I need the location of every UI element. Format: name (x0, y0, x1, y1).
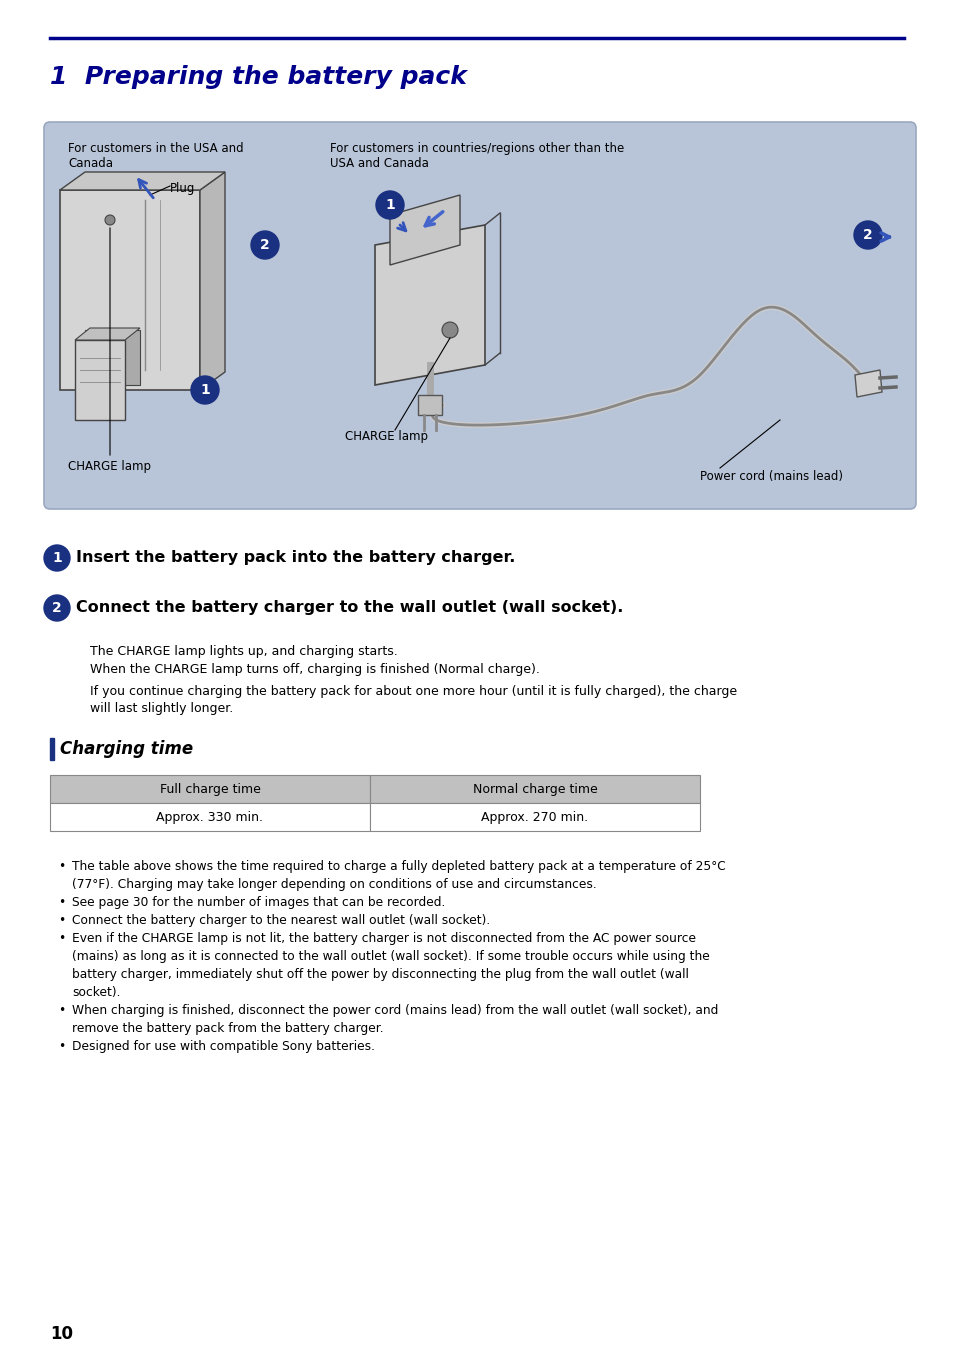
Text: Normal charge time: Normal charge time (472, 783, 597, 795)
Text: The CHARGE lamp lights up, and charging starts.: The CHARGE lamp lights up, and charging … (90, 645, 397, 658)
Bar (50, 803, 370, 830)
Text: •: • (58, 860, 65, 873)
Text: •: • (58, 1039, 65, 1053)
Circle shape (251, 231, 278, 259)
Text: (mains) as long as it is connected to the wall outlet (wall socket). If some tro: (mains) as long as it is connected to th… (71, 950, 709, 963)
Text: The table above shows the time required to charge a fully depleted battery pack : The table above shows the time required … (71, 860, 725, 873)
Text: Plug: Plug (170, 182, 195, 195)
Text: For customers in the USA and
Canada: For customers in the USA and Canada (68, 142, 243, 170)
Polygon shape (60, 190, 200, 389)
Circle shape (105, 214, 115, 225)
Text: •: • (58, 1004, 65, 1016)
Polygon shape (854, 370, 882, 398)
Text: 2: 2 (52, 601, 62, 615)
Text: Approx. 330 min.: Approx. 330 min. (156, 810, 263, 824)
Bar (50, 775, 370, 803)
Text: Designed for use with compatible Sony batteries.: Designed for use with compatible Sony ba… (71, 1039, 375, 1053)
Text: See page 30 for the number of images that can be recorded.: See page 30 for the number of images tha… (71, 896, 445, 909)
Text: (77°F). Charging may take longer depending on conditions of use and circumstance: (77°F). Charging may take longer dependi… (71, 878, 597, 892)
Text: 1  Preparing the battery pack: 1 Preparing the battery pack (50, 65, 466, 90)
Text: battery charger, immediately shut off the power by disconnecting the plug from t: battery charger, immediately shut off th… (71, 968, 688, 981)
Text: CHARGE lamp: CHARGE lamp (345, 430, 428, 442)
Text: •: • (58, 896, 65, 909)
Bar (370, 803, 700, 830)
Polygon shape (60, 172, 225, 190)
Circle shape (853, 221, 882, 248)
Text: 2: 2 (260, 237, 270, 252)
Text: 1: 1 (385, 198, 395, 212)
Circle shape (44, 546, 70, 571)
Text: socket).: socket). (71, 987, 120, 999)
Text: When the CHARGE lamp turns off, charging is finished (Normal charge).: When the CHARGE lamp turns off, charging… (90, 664, 539, 676)
FancyBboxPatch shape (44, 122, 915, 509)
Text: 1: 1 (200, 383, 210, 398)
Polygon shape (75, 328, 140, 341)
Text: Power cord (mains lead): Power cord (mains lead) (700, 470, 842, 483)
Text: Approx. 270 min.: Approx. 270 min. (481, 810, 588, 824)
Text: Full charge time: Full charge time (159, 783, 260, 795)
Circle shape (375, 191, 403, 218)
Polygon shape (417, 395, 441, 415)
Text: For customers in countries/regions other than the
USA and Canada: For customers in countries/regions other… (330, 142, 623, 170)
Bar (50, 738, 54, 760)
Polygon shape (375, 225, 484, 385)
Polygon shape (200, 172, 225, 389)
Text: 1: 1 (52, 551, 62, 565)
Circle shape (44, 594, 70, 622)
Polygon shape (85, 330, 140, 385)
Circle shape (441, 322, 457, 338)
Text: •: • (58, 915, 65, 927)
Text: CHARGE lamp: CHARGE lamp (68, 460, 151, 474)
Text: 2: 2 (862, 228, 872, 242)
Text: Connect the battery charger to the wall outlet (wall socket).: Connect the battery charger to the wall … (76, 600, 622, 615)
Text: 10: 10 (50, 1324, 73, 1343)
Text: Insert the battery pack into the battery charger.: Insert the battery pack into the battery… (76, 550, 515, 565)
Text: remove the battery pack from the battery charger.: remove the battery pack from the battery… (71, 1022, 383, 1035)
Circle shape (191, 376, 219, 404)
Text: Charging time: Charging time (60, 740, 193, 759)
Text: Connect the battery charger to the nearest wall outlet (wall socket).: Connect the battery charger to the neare… (71, 915, 490, 927)
Polygon shape (75, 341, 125, 421)
Polygon shape (390, 195, 459, 265)
Text: •: • (58, 932, 65, 944)
Text: Even if the CHARGE lamp is not lit, the battery charger is not disconnected from: Even if the CHARGE lamp is not lit, the … (71, 932, 696, 944)
Bar (370, 775, 700, 803)
Text: If you continue charging the battery pack for about one more hour (until it is f: If you continue charging the battery pac… (90, 685, 737, 697)
Text: will last slightly longer.: will last slightly longer. (90, 702, 233, 715)
Text: When charging is finished, disconnect the power cord (mains lead) from the wall : When charging is finished, disconnect th… (71, 1004, 718, 1016)
